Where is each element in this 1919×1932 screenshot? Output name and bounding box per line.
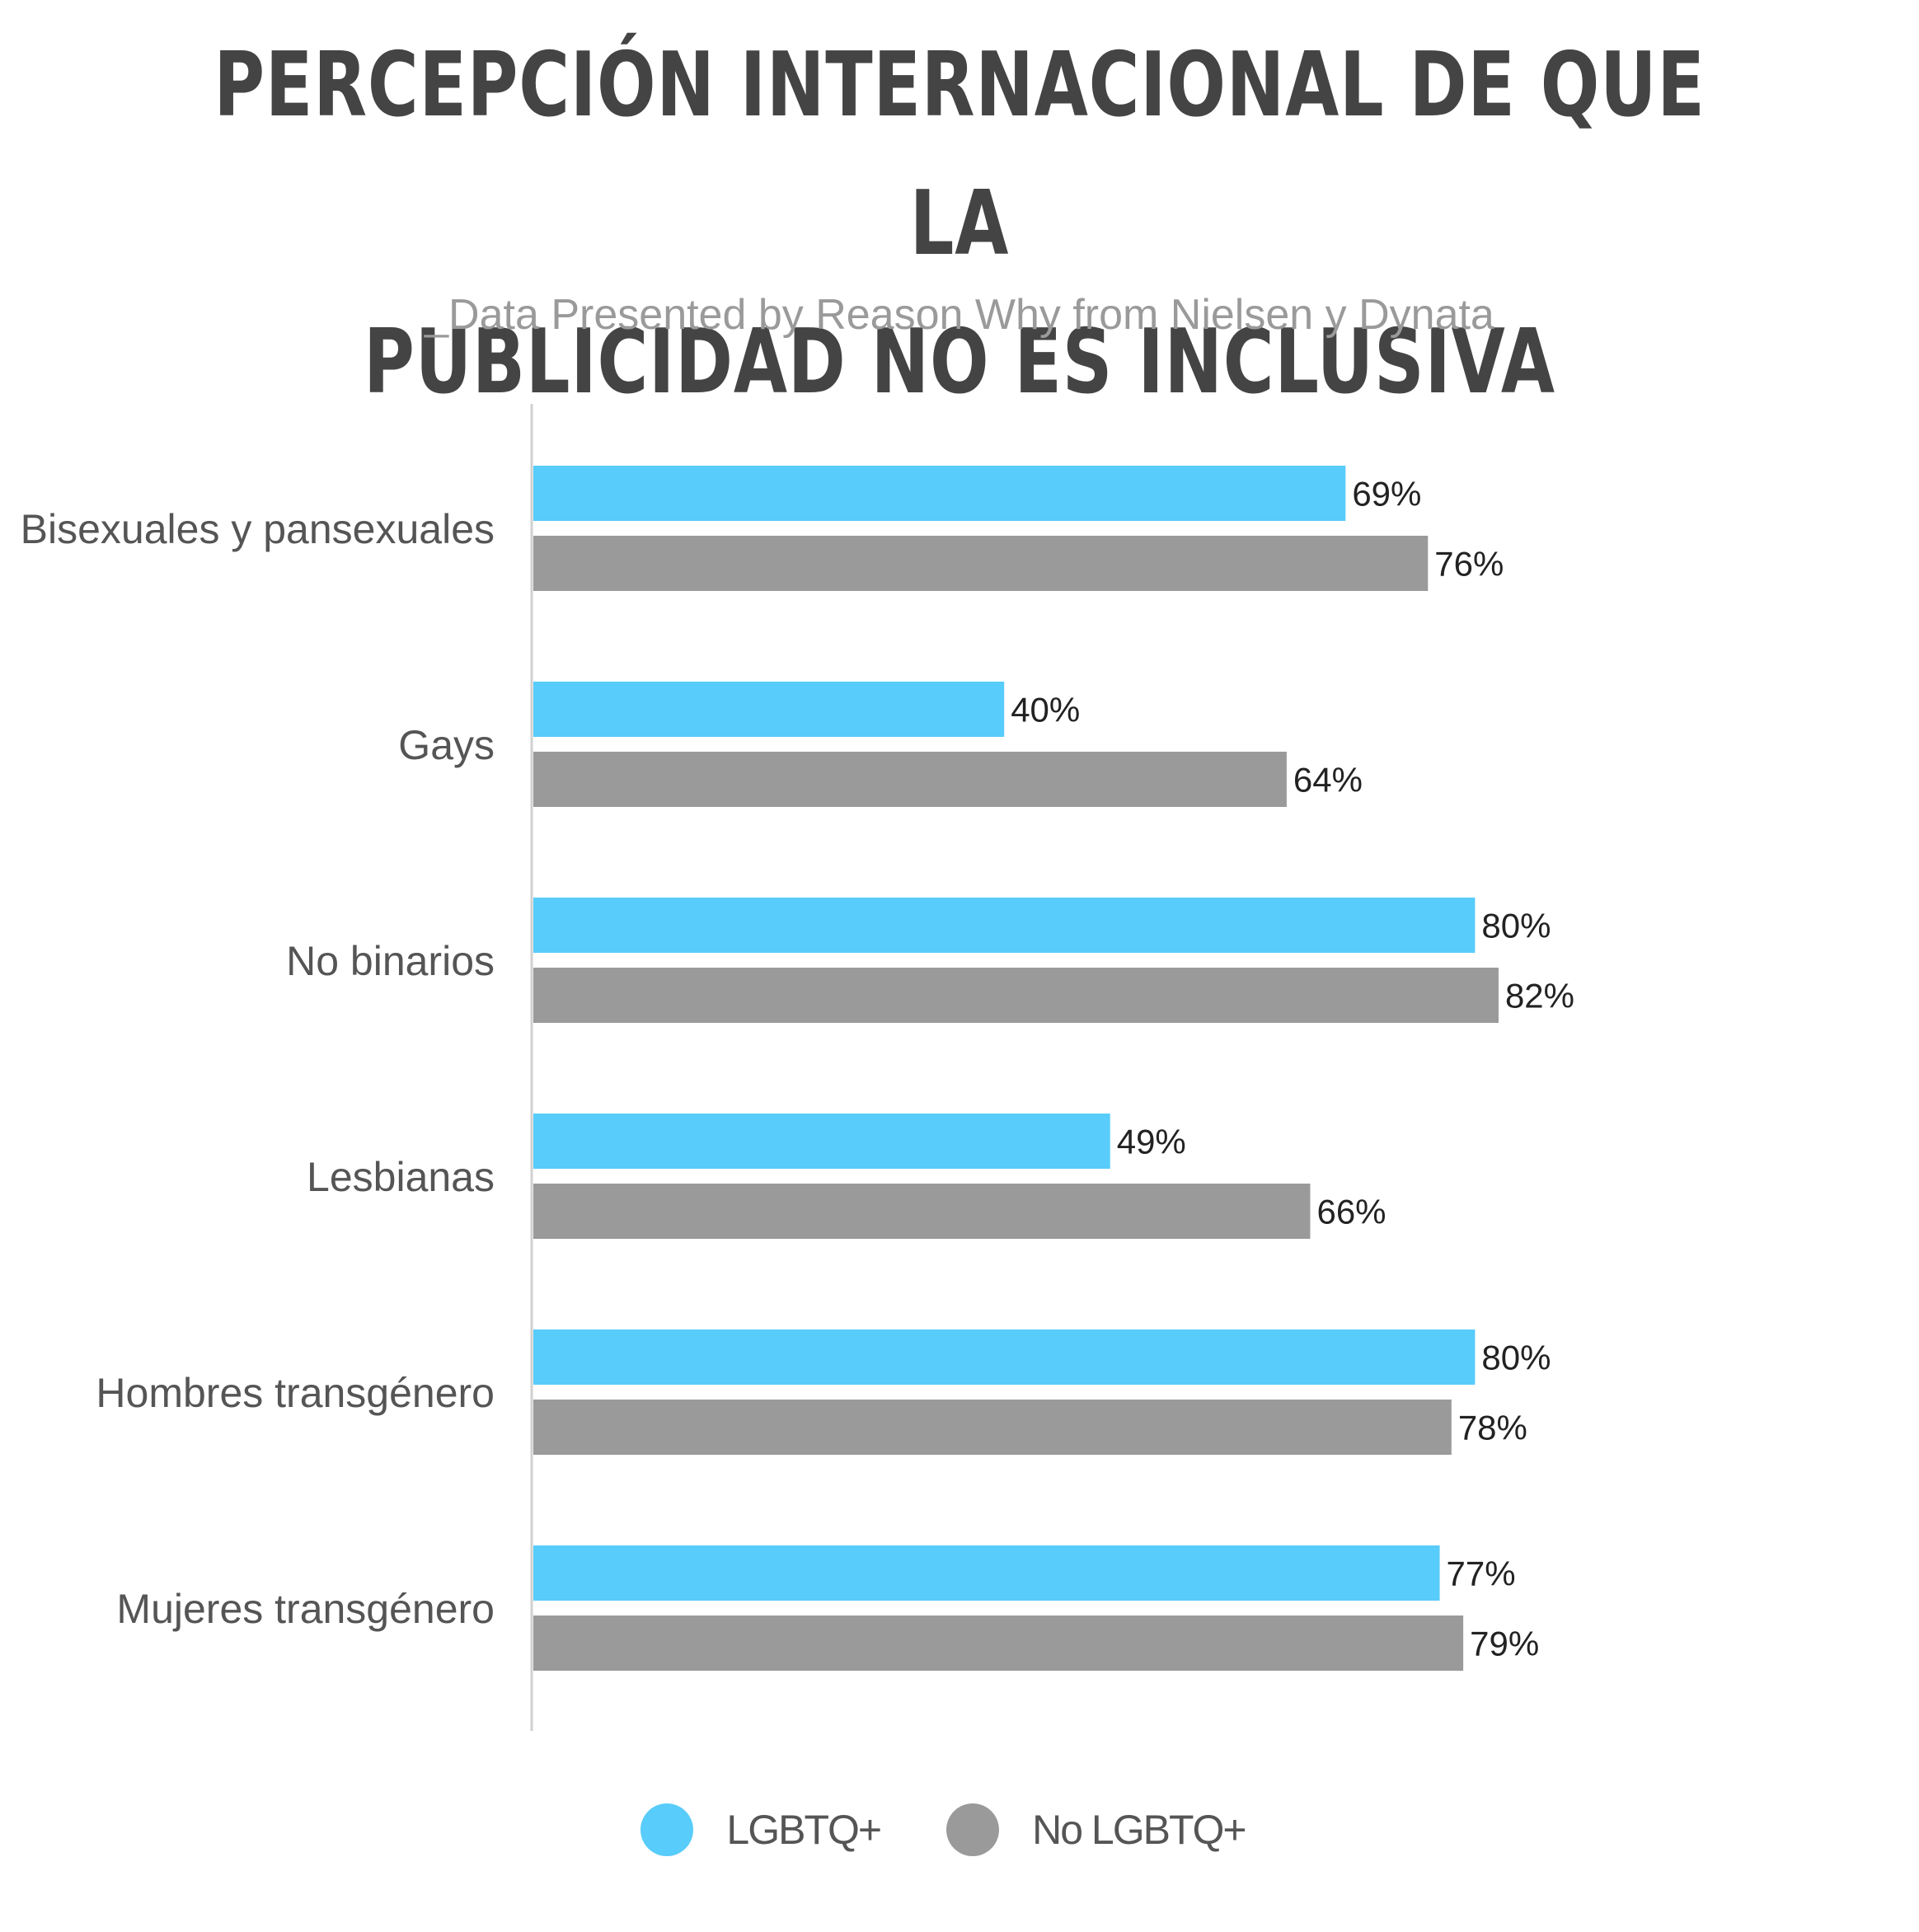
value-label-no-lgbtq-no-binarios: 82% — [1505, 977, 1574, 1015]
category-label-mujeres-transgenero: Mujeres transgénero — [116, 1586, 495, 1632]
value-label-no-lgbtq-gays: 64% — [1293, 761, 1363, 800]
bar-no-lgbtq-gays — [533, 752, 1287, 807]
value-label-lgbtq-hombres-transgenero: 80% — [1481, 1339, 1551, 1377]
category-label-lesbianas: Lesbianas — [307, 1154, 495, 1200]
chart-title: PERCEPCIÓN INTERNACIONAL DE QUE LA PUBLI… — [211, 16, 1708, 432]
value-label-lgbtq-bisexuales-y-pansexuales: 69% — [1352, 475, 1421, 513]
legend-item-lgbtq: LGBTQ+ — [640, 1803, 913, 1856]
chart-title-line-1: PERCEPCIÓN INTERNACIONAL DE QUE LA — [213, 34, 1706, 275]
chart-title-line-2: PUBLICIDAD NO ES INCLUSIVA — [364, 311, 1555, 414]
legend-label-no-lgbtq: No LGBTQ+ — [1032, 1807, 1246, 1853]
category-label-hombres-transgenero: Hombres transgénero — [96, 1370, 495, 1416]
chart-subtitle: _Data Presented by Reason Why from Niels… — [425, 291, 1494, 339]
category-label-bisexuales-y-pansexuales: Bisexuales y pansexuales — [21, 506, 495, 552]
value-label-lgbtq-no-binarios: 80% — [1481, 907, 1551, 945]
value-label-no-lgbtq-bisexuales-y-pansexuales: 76% — [1434, 545, 1504, 584]
bar-lgbtq-bisexuales-y-pansexuales — [533, 466, 1346, 521]
value-label-no-lgbtq-lesbianas: 66% — [1316, 1193, 1386, 1231]
legend-label-lgbtq: LGBTQ+ — [726, 1807, 882, 1853]
bar-lgbtq-hombres-transgenero — [533, 1329, 1476, 1385]
bar-lgbtq-gays — [533, 682, 1005, 737]
bar-no-lgbtq-mujeres-transgenero — [533, 1615, 1464, 1671]
bar-no-lgbtq-no-binarios — [533, 968, 1499, 1023]
bar-lgbtq-mujeres-transgenero — [533, 1545, 1440, 1601]
legend-swatch-no-lgbtq — [946, 1803, 1000, 1856]
bar-no-lgbtq-lesbianas — [533, 1184, 1311, 1239]
value-label-lgbtq-mujeres-transgenero: 77% — [1447, 1555, 1516, 1593]
value-label-no-lgbtq-mujeres-transgenero: 79% — [1470, 1625, 1539, 1663]
category-label-no-binarios: No binarios — [286, 938, 495, 984]
value-label-lgbtq-lesbianas: 49% — [1117, 1123, 1186, 1161]
value-label-lgbtq-gays: 40% — [1011, 691, 1080, 729]
legend-swatch-lgbtq — [640, 1803, 694, 1856]
legend-item-no-lgbtq: No LGBTQ+ — [946, 1803, 1279, 1856]
value-label-no-lgbtq-hombres-transgenero: 78% — [1458, 1409, 1527, 1447]
category-label-gays: Gays — [398, 722, 495, 768]
bar-lgbtq-lesbianas — [533, 1114, 1110, 1169]
legend: LGBTQ+ No LGBTQ+ — [0, 1803, 1919, 1856]
bar-no-lgbtq-bisexuales-y-pansexuales — [533, 536, 1429, 591]
bar-lgbtq-no-binarios — [533, 898, 1476, 953]
chart-marks: Bisexuales y pansexuales 69% 76% Gays 40% 64%… — [21, 404, 1574, 1731]
bar-no-lgbtq-hombres-transgenero — [533, 1400, 1452, 1455]
